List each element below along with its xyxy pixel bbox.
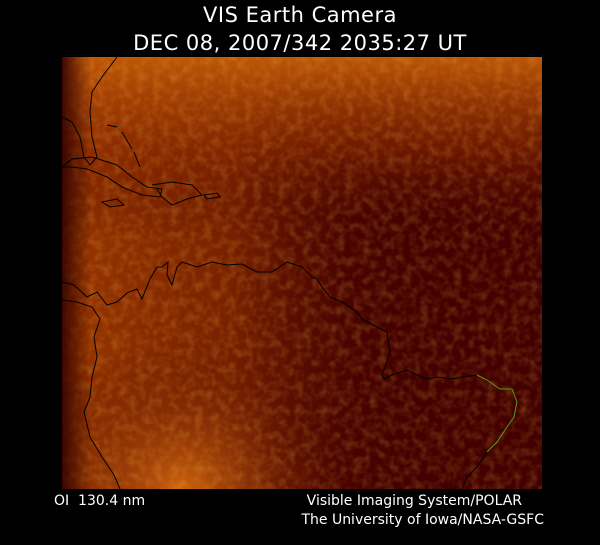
image-timestamp: DEC 08, 2007/342 2035:27 UT: [133, 31, 467, 55]
institution-label: The University of Iowa/NASA-GSFC: [301, 512, 544, 528]
image-title: VIS Earth Camera: [203, 3, 397, 27]
wavelength-label: OI 130.4 nm: [54, 493, 146, 509]
instrument-label: Visible Imaging System/POLAR: [306, 493, 522, 509]
earth-camera-image: [62, 57, 542, 489]
emission-map: [62, 57, 542, 489]
